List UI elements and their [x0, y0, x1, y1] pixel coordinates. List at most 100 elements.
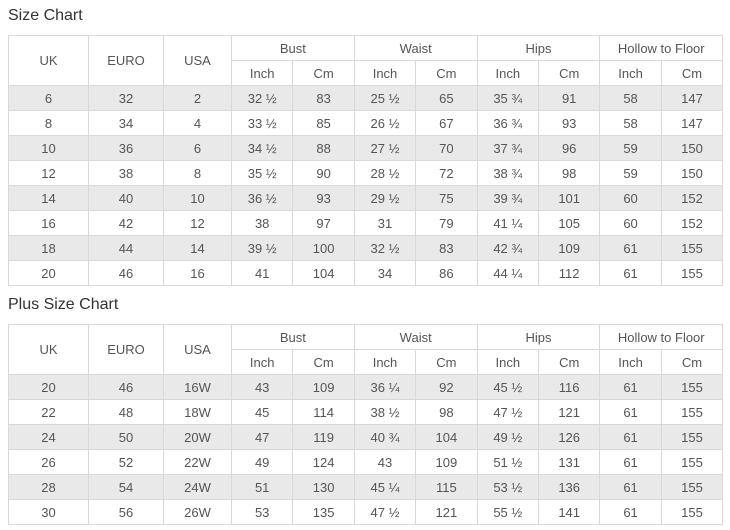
table-cell: 38 ½ — [353, 399, 417, 425]
table-cell: 124 — [292, 449, 355, 475]
table-cell: 109 — [537, 235, 601, 261]
sub-header-waist-inch: Inch — [353, 349, 417, 375]
table-cell: 93 — [537, 110, 601, 136]
table-cell: 29 ½ — [353, 185, 417, 211]
table-cell: 20 — [8, 260, 89, 286]
table-cell: 43 — [353, 449, 417, 475]
table-cell: 90 — [292, 160, 355, 186]
table-cell: 16 — [8, 210, 89, 236]
table-cell: 85 — [292, 110, 355, 136]
table-cell: 6 — [8, 85, 89, 111]
table-cell: 59 — [599, 135, 662, 161]
col-header-uk: UK — [8, 324, 89, 375]
sub-header-bust-inch: Inch — [230, 349, 294, 375]
table-cell: 22 — [8, 399, 89, 425]
table-cell: 152 — [660, 210, 724, 236]
table-cell: 67 — [415, 110, 478, 136]
table-cell: 147 — [660, 110, 724, 136]
table-cell: 121 — [537, 399, 601, 425]
table-cell: 155 — [660, 449, 724, 475]
table-cell: 86 — [415, 260, 478, 286]
table-cell: 98 — [537, 160, 601, 186]
table-cell: 121 — [415, 499, 478, 525]
table-cell: 155 — [660, 474, 724, 500]
table-cell: 61 — [599, 424, 662, 450]
table-cell: 155 — [660, 499, 724, 525]
table-cell: 61 — [599, 449, 662, 475]
table-cell: 24 — [8, 424, 89, 450]
table-cell: 42 ¾ — [476, 235, 539, 261]
table-cell: 141 — [537, 499, 601, 525]
table-row: 30 56 26W 53 135 47 ½ 121 55 ½ 141 61 155 — [8, 499, 724, 525]
table-cell: 51 ½ — [476, 449, 539, 475]
table-cell: 12 — [163, 210, 232, 236]
table-cell: 20 — [8, 374, 89, 400]
table-row: 14 40 10 36 ½ 93 29 ½ 75 39 ¾ 101 60 152 — [8, 185, 724, 211]
sub-header-bust-cm: Cm — [292, 349, 355, 375]
col-header-euro: EURO — [88, 35, 164, 86]
table-cell: 16 — [163, 260, 232, 286]
table-cell: 2 — [163, 85, 232, 111]
table-cell: 92 — [415, 374, 478, 400]
table-cell: 28 ½ — [353, 160, 417, 186]
table-cell: 18 — [8, 235, 89, 261]
table-cell: 98 — [415, 399, 478, 425]
table-cell: 39 ½ — [230, 235, 294, 261]
table-cell: 155 — [660, 374, 724, 400]
table-cell: 27 ½ — [353, 135, 417, 161]
table-cell: 26 ½ — [353, 110, 417, 136]
plus-size-chart-title: Plus Size Chart — [8, 296, 119, 313]
table-cell: 83 — [415, 235, 478, 261]
table-cell: 49 ½ — [476, 424, 539, 450]
table-cell: 45 ½ — [476, 374, 539, 400]
table-cell: 83 — [292, 85, 355, 111]
table-cell: 10 — [163, 185, 232, 211]
table-cell: 53 ½ — [476, 474, 539, 500]
group-header-bust: Bust — [231, 35, 355, 61]
group-header-hips: Hips — [476, 35, 601, 61]
table-cell: 41 ¼ — [476, 210, 539, 236]
table-cell: 8 — [8, 110, 89, 136]
table-cell: 101 — [537, 185, 601, 211]
table-cell: 16W — [163, 374, 232, 400]
size-chart-table: UK EURO USA Bust Waist Hips Hollow to Fl… — [8, 35, 724, 286]
table-cell: 152 — [660, 185, 724, 211]
table-cell: 18W — [163, 399, 232, 425]
table-cell: 100 — [292, 235, 355, 261]
col-header-usa: USA — [163, 35, 232, 86]
table-cell: 32 — [88, 85, 164, 111]
table-cell: 12 — [8, 160, 89, 186]
table-cell: 40 ¾ — [353, 424, 417, 450]
table-cell: 4 — [163, 110, 232, 136]
table-cell: 105 — [537, 210, 601, 236]
table-cell: 52 — [88, 449, 164, 475]
table-cell: 116 — [537, 374, 601, 400]
table-cell: 49 — [230, 449, 294, 475]
table-cell: 70 — [415, 135, 478, 161]
table-cell: 26 — [8, 449, 89, 475]
table-cell: 150 — [660, 160, 724, 186]
table-row: 26 52 22W 49 124 43 109 51 ½ 131 61 155 — [8, 449, 724, 475]
table-cell: 126 — [537, 424, 601, 450]
table-cell: 35 ¾ — [476, 85, 539, 111]
table-cell: 155 — [660, 424, 724, 450]
table-row: 10 36 6 34 ½ 88 27 ½ 70 37 ¾ 96 59 150 — [8, 135, 724, 161]
table-cell: 32 ½ — [230, 85, 294, 111]
table-cell: 36 — [88, 135, 164, 161]
table-cell: 40 — [88, 185, 164, 211]
table-cell: 96 — [537, 135, 601, 161]
table-cell: 109 — [292, 374, 355, 400]
sub-header-bust-inch: Inch — [230, 60, 294, 86]
table-cell: 135 — [292, 499, 355, 525]
table-cell: 65 — [415, 85, 478, 111]
table-cell: 109 — [415, 449, 478, 475]
table-cell: 32 ½ — [353, 235, 417, 261]
table-row: 20 46 16W 43 109 36 ¼ 92 45 ½ 116 61 155 — [8, 374, 724, 400]
table-cell: 53 — [230, 499, 294, 525]
sub-header-hips-inch: Inch — [476, 349, 539, 375]
table-cell: 8 — [163, 160, 232, 186]
table-cell: 48 — [88, 399, 164, 425]
table-cell: 43 — [230, 374, 294, 400]
col-header-uk: UK — [8, 35, 89, 86]
sub-header-hollow-inch: Inch — [599, 60, 662, 86]
